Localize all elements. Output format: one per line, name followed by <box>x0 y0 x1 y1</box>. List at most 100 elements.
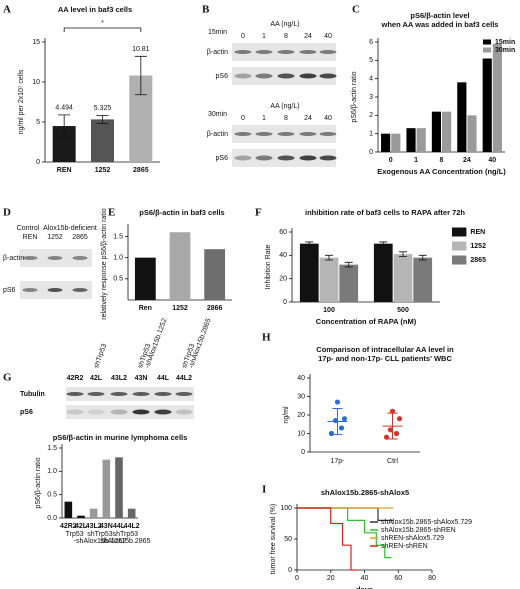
lane-label: 40 <box>324 115 332 122</box>
y-tick-label: 0 <box>301 449 305 456</box>
blot-band <box>132 409 150 415</box>
point <box>334 399 341 405</box>
blot-band <box>234 132 252 136</box>
y-tick-label: 10 <box>297 430 305 437</box>
row-label: β-actin <box>207 131 228 138</box>
blot-band <box>277 50 295 54</box>
bar <box>134 257 156 300</box>
panel-letter: G <box>3 372 12 384</box>
y-axis-label: pS6/β-actin ratio <box>351 71 358 122</box>
group-label: shAlox15b.2865 <box>100 538 150 545</box>
lane-label: 8 <box>284 115 288 122</box>
bar <box>482 58 492 152</box>
blot-band <box>110 409 128 415</box>
legend-swatch <box>483 39 491 45</box>
blot-band <box>299 73 317 79</box>
bar <box>339 264 359 302</box>
panel-letter: I <box>262 484 266 496</box>
blot-band <box>255 50 273 54</box>
point <box>341 416 348 422</box>
lane-label: 1 <box>262 33 266 40</box>
y-tick-label: 5 <box>36 119 40 126</box>
lane-label: 24 <box>304 115 312 122</box>
legend-label: shREN-shREN <box>381 543 428 550</box>
bar <box>319 257 339 302</box>
lane-label: 44L2 <box>176 375 192 382</box>
lane-label: 43N <box>135 375 148 382</box>
panel-letter: C <box>352 4 360 16</box>
error-bar <box>96 115 109 124</box>
row-label: β-actin <box>3 255 24 262</box>
y-axis-label: ng/ml per 2x10⁷ cells <box>18 69 25 134</box>
chart-title: Comparison of intracellular AA level in <box>316 345 454 354</box>
legend-label: 30min <box>495 47 515 54</box>
blot-band <box>277 132 295 136</box>
blot-band <box>277 73 295 79</box>
bar <box>492 43 502 153</box>
x-tick-label: 0 <box>389 157 393 164</box>
y-axis-label: ng/ml <box>283 406 290 424</box>
significance-bracket <box>63 27 142 32</box>
group-label: Control <box>17 225 40 232</box>
significance-mark: * <box>101 20 104 27</box>
lane-label: 44L <box>157 375 170 382</box>
bar <box>431 111 441 152</box>
panel-letter: H <box>262 332 271 344</box>
y-axis-label: Inhibition Rate <box>265 245 272 290</box>
bar <box>91 119 114 162</box>
y-tick-label: 1 <box>369 131 373 138</box>
blot-band <box>72 256 88 260</box>
legend-label: 15min <box>495 39 515 46</box>
point <box>328 430 335 437</box>
row-label: β-actin <box>207 49 228 56</box>
blot-strip <box>66 405 194 419</box>
y-tick-label: 0.5 <box>113 276 123 283</box>
x-tick-label: 43N <box>100 523 113 530</box>
group-label: Alox15b-deficient <box>43 225 97 232</box>
x-tick-label: 44L2 <box>124 523 140 530</box>
panel-letter: F <box>255 207 262 219</box>
legend-swatch <box>452 241 467 251</box>
bar <box>64 501 73 518</box>
x-axis-label: Exogenous AA Concentration (ng/L) <box>377 167 506 176</box>
group-label: shTrp53 <box>93 343 108 369</box>
blot-band <box>66 392 84 396</box>
lane-label: 42L <box>90 375 103 382</box>
blot-band <box>277 155 295 161</box>
panel-letter: A <box>3 4 11 16</box>
bar <box>204 249 226 300</box>
y-tick-label: 10 <box>32 79 40 86</box>
blot-band <box>255 73 273 79</box>
bar <box>467 115 477 152</box>
bar <box>169 232 191 300</box>
blot-band <box>132 392 150 396</box>
x-tick-label: 20 <box>327 575 335 582</box>
blot-band <box>299 50 317 54</box>
bar <box>52 126 76 162</box>
error-bar <box>325 254 333 261</box>
blot-time: 30min <box>208 111 227 118</box>
x-tick-label: 2865 <box>133 167 149 174</box>
y-tick-label: 40 <box>297 375 305 382</box>
legend-label: shAlox15b.2865-shAlox5.729 <box>381 519 472 526</box>
y-tick-label: 100 <box>280 505 292 512</box>
chart-title: inhibition rate of baf3 cells to RAPA af… <box>305 208 465 217</box>
row-label: pS6 <box>216 73 229 80</box>
bar <box>393 254 413 302</box>
row-label: pS6 <box>20 409 33 416</box>
bar <box>102 459 111 518</box>
x-tick-label: 8 <box>440 157 444 164</box>
lane-label: 24 <box>304 33 312 40</box>
bar <box>413 257 433 302</box>
bar <box>129 75 153 162</box>
y-tick-label: 4 <box>369 76 373 83</box>
point <box>393 430 400 437</box>
x-tick-label: 1 <box>414 157 418 164</box>
legend-swatch <box>452 255 467 265</box>
bar <box>77 515 85 518</box>
legend-swatch <box>452 227 467 237</box>
bar <box>89 508 98 518</box>
blot-strip <box>66 387 194 401</box>
bar <box>442 111 452 152</box>
